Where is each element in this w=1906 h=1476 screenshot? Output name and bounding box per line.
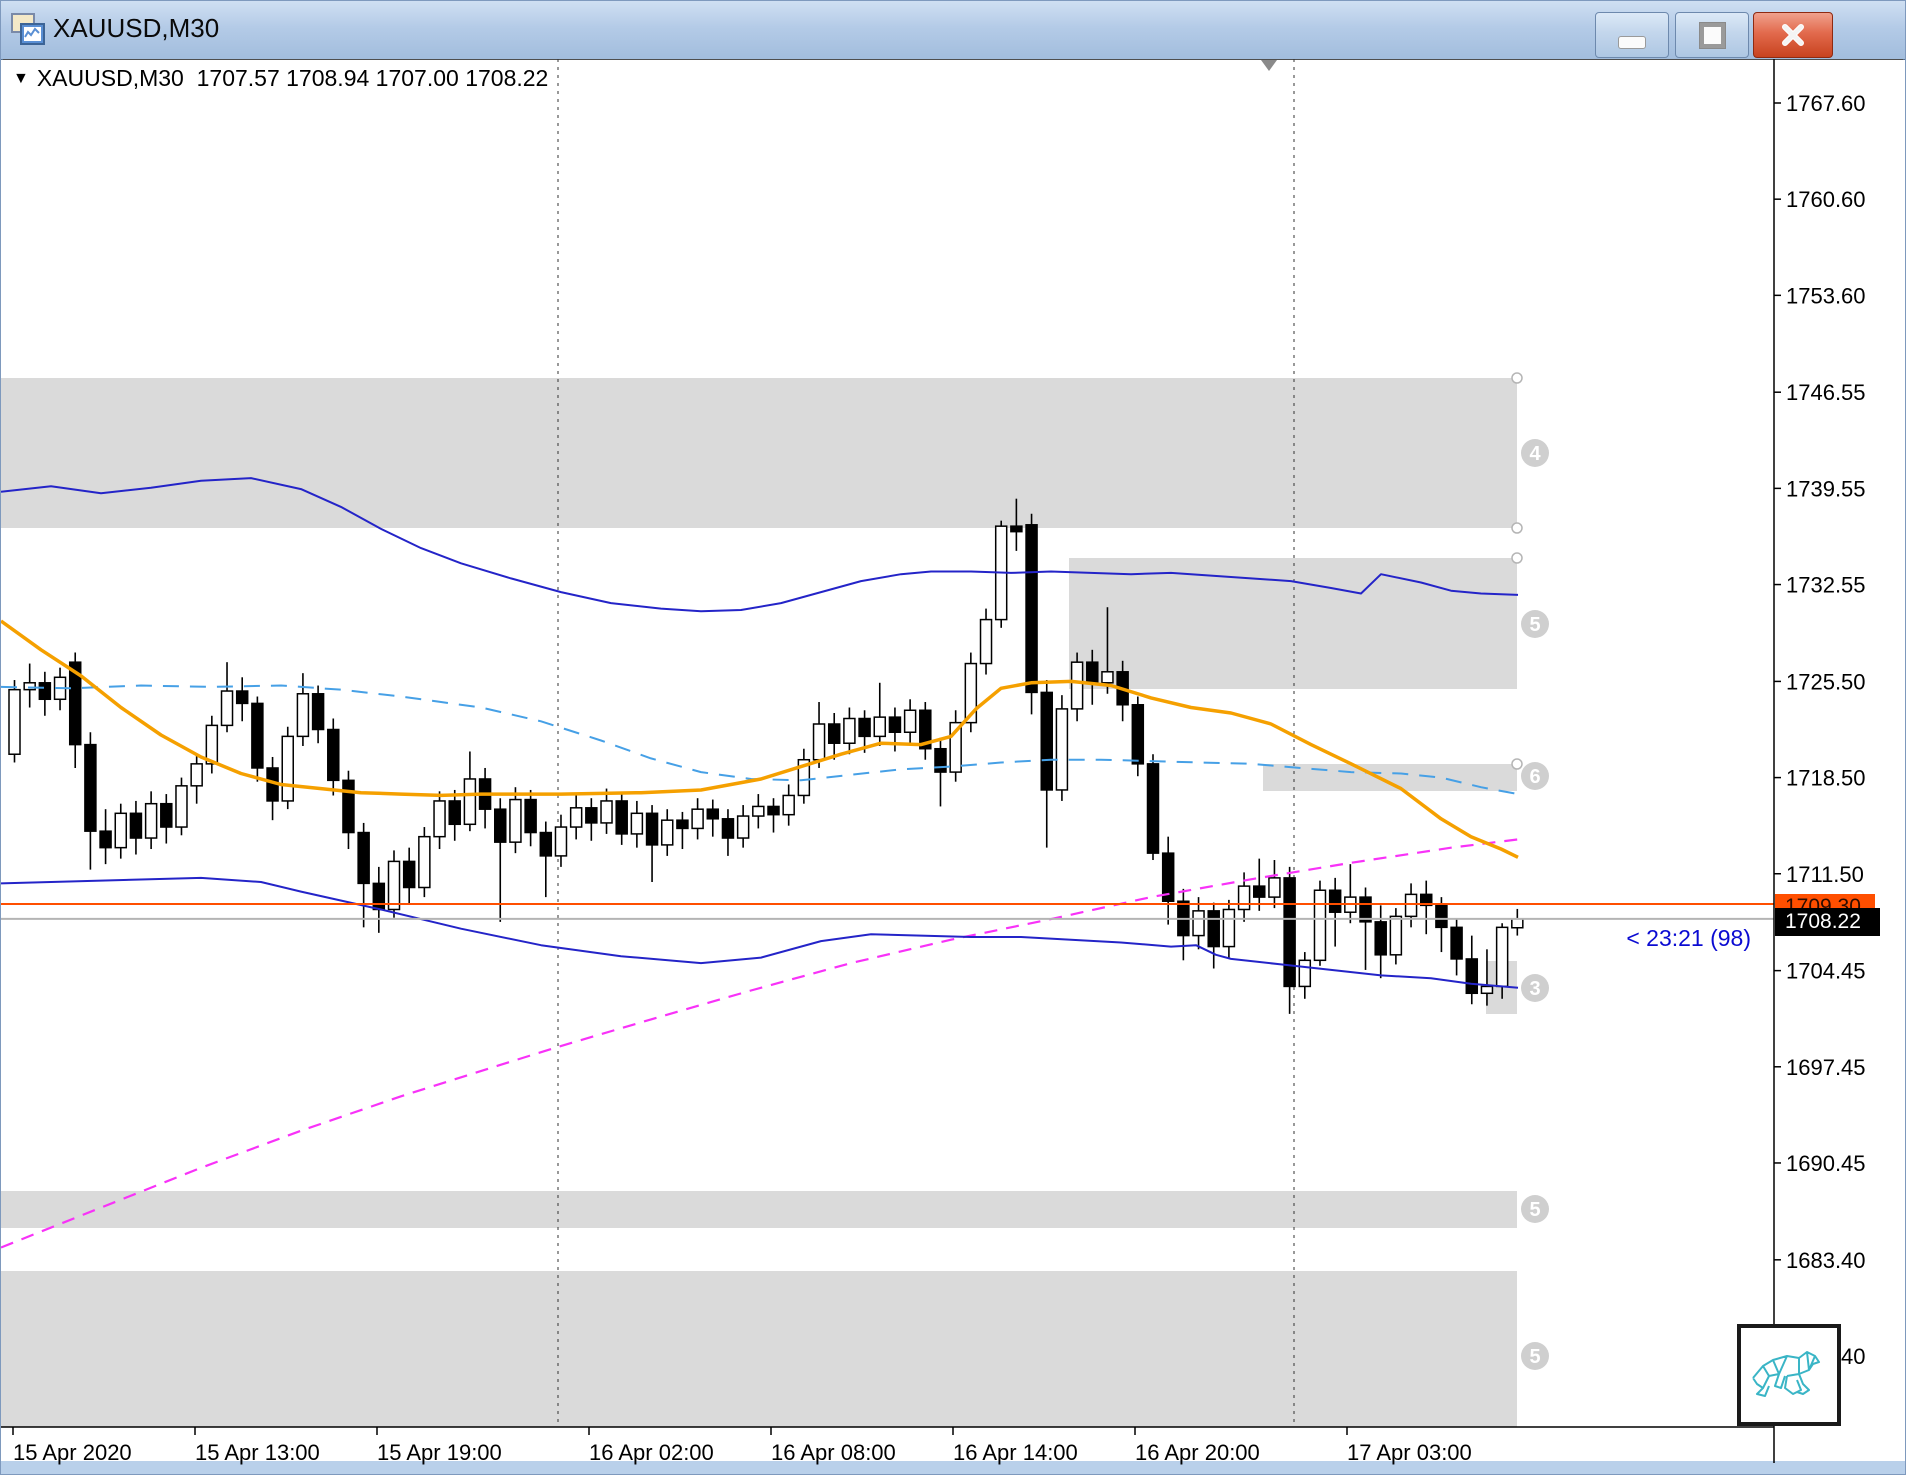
minimize-button[interactable]: [1595, 12, 1669, 58]
header-low: 1707.00: [375, 65, 459, 91]
bar-countdown-text: < 23:21 (98): [1626, 925, 1751, 951]
chart-area[interactable]: [3, 59, 1903, 1461]
header-close: 1708.22: [465, 65, 549, 91]
bid-price-tag: 1708.22: [1775, 908, 1880, 936]
restore-icon: [1698, 21, 1726, 49]
header-symbol: XAUUSD,M30: [36, 65, 184, 91]
header-open: 1707.57: [196, 65, 280, 91]
header-high: 1708.94: [286, 65, 370, 91]
window-title: XAUUSD,M30: [53, 13, 220, 43]
title-bar: XAUUSD,M30: [1, 1, 1905, 60]
close-icon: [1782, 24, 1804, 46]
symbol-dropdown-icon[interactable]: ▼: [13, 70, 29, 87]
minimize-icon: [1618, 35, 1646, 49]
restore-button[interactable]: [1675, 12, 1749, 58]
close-button[interactable]: [1753, 12, 1833, 58]
ohlc-header: ▼ XAUUSD,M30 1707.57 1708.94 1707.00 1708…: [13, 65, 548, 92]
window-bottom-strip: [1, 1461, 1905, 1474]
chart-window-icon: [11, 13, 45, 45]
